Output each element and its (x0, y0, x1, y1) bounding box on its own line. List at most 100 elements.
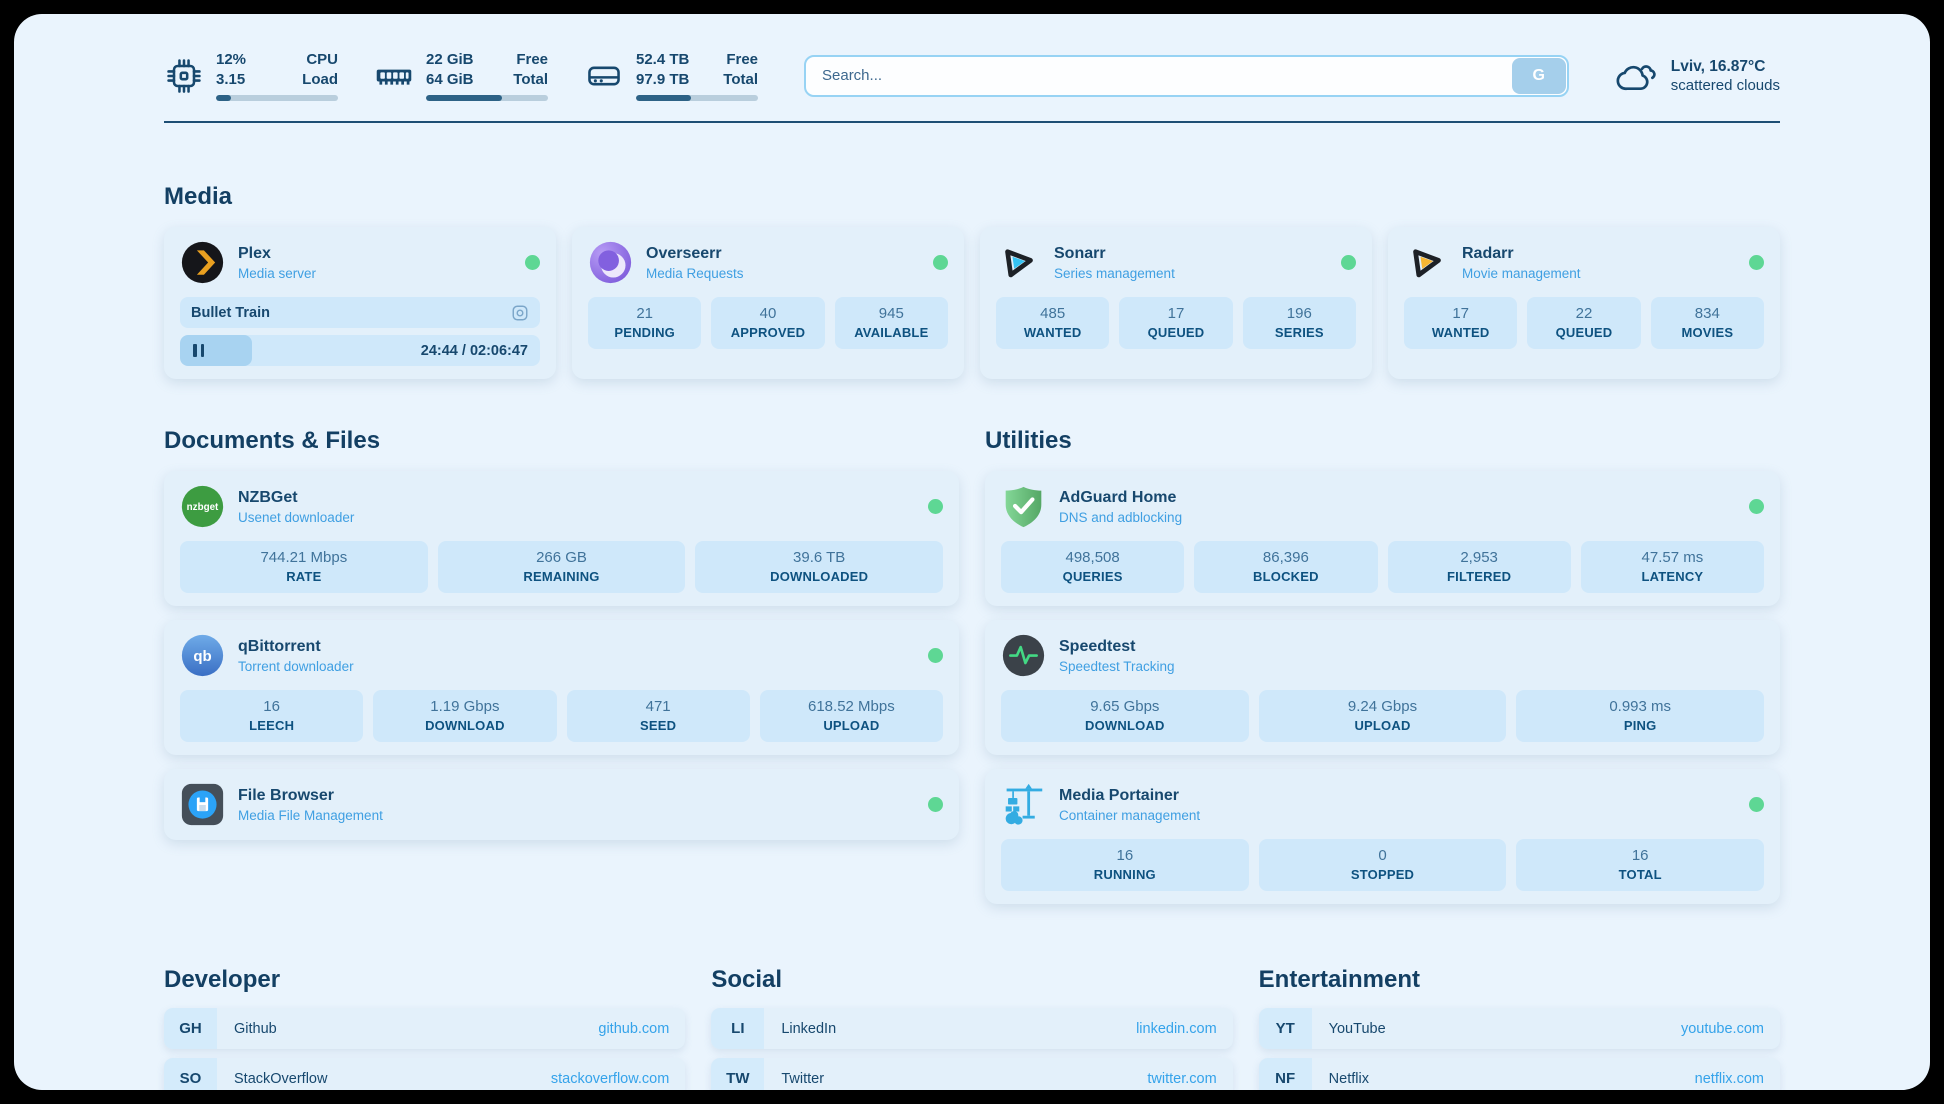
bookmark-abbr: TW (711, 1058, 765, 1090)
developer-section-title: Developer (164, 966, 281, 993)
stat-tile: 39.6 TB DOWNLOADED (695, 541, 944, 593)
cpu-progress-fill (216, 95, 231, 101)
speedtest-card[interactable]: Speedtest Speedtest Tracking 9.65 Gbps D… (985, 620, 1780, 755)
radarr-card[interactable]: Radarr Movie management 17 WANTED 22 QUE… (1388, 227, 1780, 379)
bookmark-netflix[interactable]: NF Netflix netflix.com (1258, 1058, 1780, 1090)
svg-text:qb: qb (193, 648, 211, 665)
bookmark-url[interactable]: netflix.com (1694, 1070, 1764, 1087)
social-section-title: Social (711, 966, 783, 993)
stat-tile: 16 RUNNING (1001, 839, 1249, 891)
storage-progress-track (636, 95, 758, 101)
entertainment-section-title: Entertainment (1258, 966, 1421, 993)
bookmark-stackoverflow[interactable]: SO StackOverflow stackoverflow.com (164, 1058, 686, 1090)
status-dot (1749, 255, 1764, 270)
stat-tile: 485 WANTED (996, 297, 1110, 349)
section-documents: Documents & Files nzbget (164, 427, 959, 904)
app-title: qBittorrent (238, 637, 321, 655)
speedtest-icon (1001, 633, 1046, 678)
portainer-icon (1001, 782, 1046, 827)
status-dot (1749, 499, 1764, 514)
bookmark-linkedin[interactable]: LI LinkedIn linkedin.com (711, 1008, 1233, 1049)
playback-progress-fill (180, 335, 252, 366)
adguard-card[interactable]: AdGuard Home DNS and adblocking 498,508 … (985, 471, 1780, 606)
app-title: Plex (238, 244, 271, 262)
app-subtitle: Media File Management (238, 807, 383, 823)
cpu-progress-track (216, 95, 338, 101)
app-subtitle: Container management (1059, 807, 1201, 823)
storage-total-value: 97.9 TB (636, 70, 690, 88)
cpu-load-value: 3.15 (216, 70, 246, 88)
stat-tile: 21 PENDING (588, 297, 702, 349)
cpu-label: CPU (306, 51, 338, 68)
memory-free-label: Free (516, 51, 548, 68)
app-title: AdGuard Home (1059, 488, 1177, 506)
memory-stat: 22 GiB 64 GiB Free Total (374, 50, 548, 101)
app-title: File Browser (238, 786, 335, 804)
qbittorrent-card[interactable]: qb qBittorrent Torrent downloader (164, 620, 959, 755)
stat-tile: 196 SERIES (1242, 297, 1356, 349)
stat-tile: 498,508 QUERIES (1001, 541, 1185, 593)
status-dot (525, 255, 540, 270)
app-title: Overseerr (646, 244, 722, 262)
stat-tile: 47.57 ms LATENCY (1580, 541, 1764, 593)
stat-tile: 9.24 Gbps UPLOAD (1258, 690, 1507, 742)
bookmark-url[interactable]: twitter.com (1147, 1070, 1217, 1087)
bookmark-name: Github (234, 1020, 277, 1037)
section-social: Social LI LinkedIn linkedin.com TW Twitt… (711, 966, 1233, 1090)
video-lens-icon (511, 304, 529, 322)
nzbget-card[interactable]: nzbget NZBGet Usenet downloader 74 (164, 471, 959, 606)
bookmark-url[interactable]: linkedin.com (1136, 1020, 1217, 1037)
documents-section-title: Documents & Files (164, 427, 381, 454)
bookmark-url[interactable]: youtube.com (1680, 1020, 1764, 1037)
bookmark-url[interactable]: stackoverflow.com (550, 1070, 670, 1087)
stat-tile: 834 MOVIES (1650, 297, 1764, 349)
stat-tile: 0.993 ms PING (1516, 690, 1765, 742)
storage-total-label: Total (723, 70, 758, 88)
search-bar: G (804, 54, 1569, 97)
nzbget-icon: nzbget (180, 484, 225, 529)
bookmark-twitter[interactable]: TW Twitter twitter.com (711, 1058, 1233, 1090)
stat-tile: 744.21 Mbps RATE (180, 541, 428, 593)
bookmark-abbr: YT (1258, 1008, 1312, 1049)
dashboard-window: 12% 3.15 CPU Load (14, 14, 1930, 1090)
app-subtitle: Series management (1054, 265, 1175, 281)
bookmark-name: Netflix (1328, 1070, 1369, 1087)
section-developer: Developer GH Github github.com SO StackO… (164, 966, 686, 1090)
storage-stat: 52.4 TB 97.9 TB Free Total (584, 50, 758, 101)
bookmark-name: StackOverflow (234, 1070, 328, 1087)
search-input[interactable] (804, 54, 1569, 97)
app-subtitle: Media server (238, 265, 317, 281)
bookmark-abbr: SO (164, 1058, 217, 1090)
system-stats: 12% 3.15 CPU Load (164, 50, 758, 101)
pause-button[interactable] (193, 344, 204, 357)
app-title: Sonarr (1054, 244, 1106, 262)
stat-tile: 471 SEED (566, 690, 750, 742)
stat-tile: 2,953 FILTERED (1387, 541, 1571, 593)
filebrowser-card[interactable]: File Browser Media File Management (164, 769, 959, 840)
app-title: Radarr (1462, 244, 1514, 262)
section-media: Media Plex Media server (164, 183, 1780, 379)
sonarr-icon (996, 240, 1041, 285)
sonarr-card[interactable]: Sonarr Series management 485 WANTED 17 Q… (980, 227, 1372, 379)
app-title: Media Portainer (1059, 786, 1180, 804)
stat-tile: 9.65 Gbps DOWNLOAD (1001, 690, 1249, 742)
bookmark-abbr: GH (164, 1008, 217, 1049)
storage-progress-fill (636, 95, 691, 101)
load-label: Load (302, 70, 338, 88)
stat-tile: 16 LEECH (180, 690, 364, 742)
plex-icon (180, 240, 225, 285)
memory-progress-fill (426, 95, 502, 101)
overseerr-card[interactable]: Overseerr Media Requests 21 PENDING 40 A… (572, 227, 964, 379)
playback-progress: 24:44 / 02:06:47 (180, 335, 540, 366)
memory-total-label: Total (513, 70, 548, 88)
filebrowser-icon (180, 782, 225, 827)
bookmark-youtube[interactable]: YT YouTube youtube.com (1258, 1008, 1780, 1049)
bookmark-url[interactable]: github.com (598, 1020, 670, 1037)
search-engine-button[interactable]: G (1511, 57, 1566, 94)
radarr-icon (1404, 240, 1449, 285)
app-title: Speedtest (1059, 637, 1136, 655)
bookmark-name: LinkedIn (781, 1020, 837, 1037)
bookmark-github[interactable]: GH Github github.com (164, 1008, 686, 1049)
plex-card[interactable]: Plex Media server Bullet Train (164, 227, 556, 379)
portainer-card[interactable]: Media Portainer Container management 16 … (985, 769, 1780, 904)
